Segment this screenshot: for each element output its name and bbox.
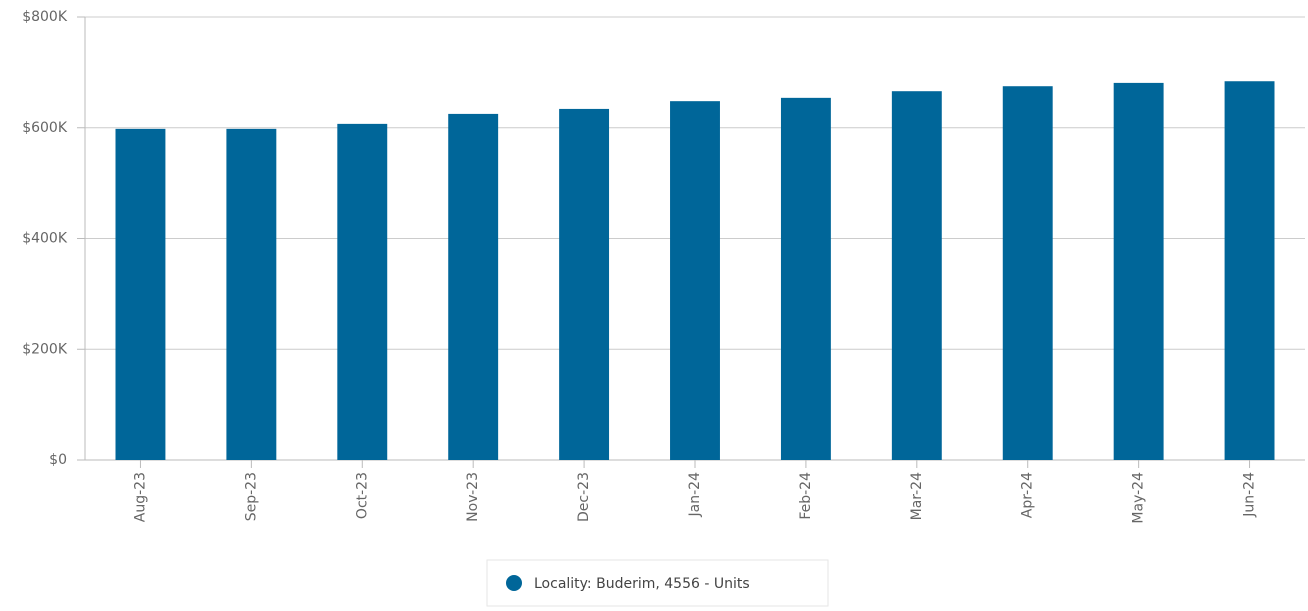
x-tick-label: Aug-23 [132,472,148,522]
bar [1113,82,1164,461]
bar [337,123,388,460]
bar [115,128,166,461]
x-tick-label: Nov-23 [465,472,481,522]
x-tick-label: Mar-24 [909,472,925,520]
legend-box [486,559,829,607]
y-tick-label: $400K [22,231,68,247]
y-tick-label: $800K [22,9,68,25]
x-tick-label: Feb-24 [798,472,814,520]
bar [1002,86,1053,460]
bar [670,101,720,461]
bar [1224,81,1275,461]
bar [448,113,499,460]
y-tick-label: $600K [22,120,68,136]
y-tick-label: $200K [22,341,68,357]
x-tick-label: Jan-24 [687,472,703,518]
x-tick-label: Dec-23 [576,472,592,522]
x-tick-label: May-24 [1131,472,1147,524]
bar [559,108,610,461]
x-tick-label: Jun-24 [1242,472,1258,518]
bar [226,128,277,461]
x-tick-label: Sep-23 [243,472,259,521]
x-tick-label: Oct-23 [354,472,370,519]
legend-marker [506,575,522,591]
legend-label: Locality: Buderim, 4556 - Units [534,576,750,592]
y-tick-label: $0 [49,452,67,468]
bar [891,91,942,460]
bar [780,97,831,460]
x-tick-label: Apr-24 [1020,472,1036,518]
